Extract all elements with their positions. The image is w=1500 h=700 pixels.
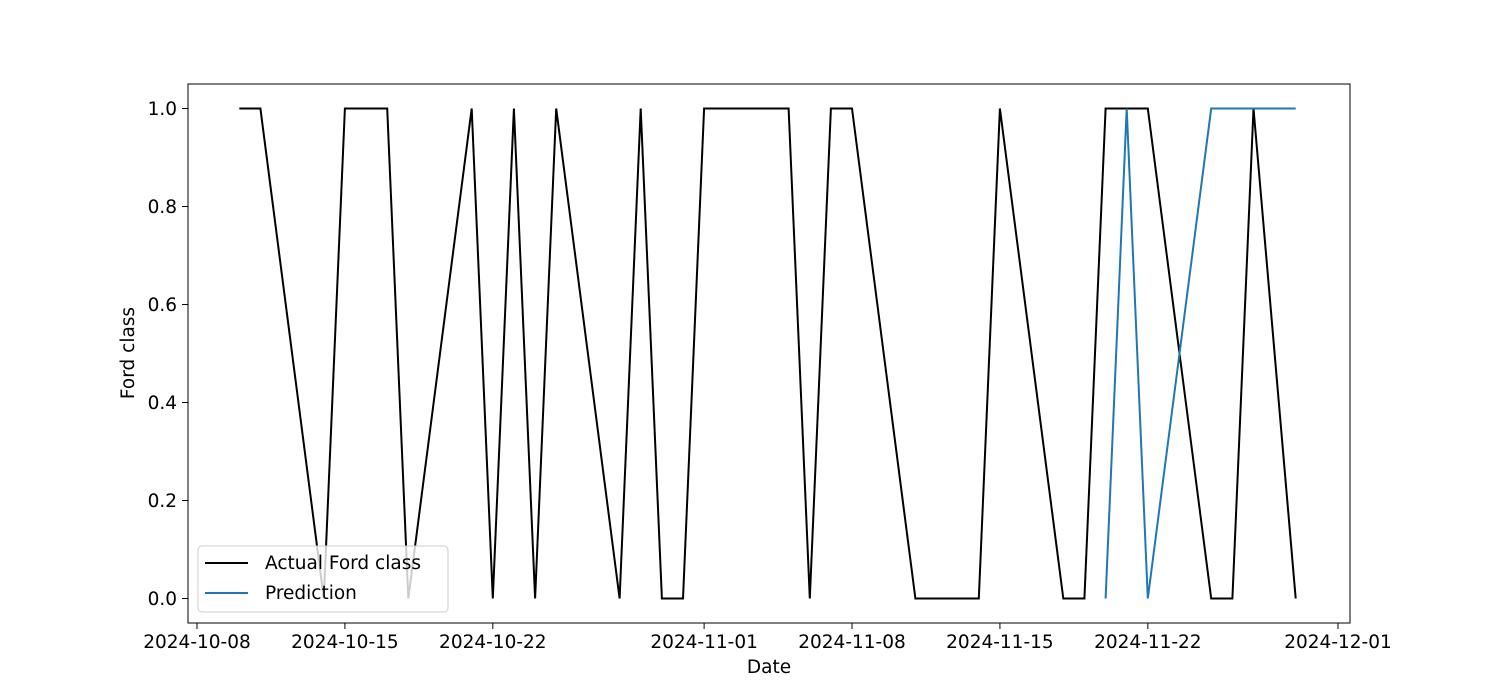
x-tick-label: 2024-11-15	[946, 632, 1054, 653]
y-tick-label: 0.8	[148, 197, 177, 218]
x-axis-label: Date	[747, 657, 791, 678]
legend-box	[197, 545, 449, 613]
x-tick-label: 2024-11-01	[650, 632, 758, 653]
legend: Actual Ford class Prediction	[197, 545, 449, 613]
x-tick-label: 2024-11-22	[1094, 632, 1202, 653]
x-axis: 2024-10-08 2024-10-15 2024-10-22 2024-11-01…	[143, 623, 1392, 653]
legend-label-actual: Actual Ford class	[265, 553, 421, 574]
axes-frame	[187, 83, 1351, 624]
x-tick-label: 2024-10-08	[143, 632, 251, 653]
y-tick-label: 1.0	[148, 99, 177, 120]
x-tick-label: 2024-10-22	[439, 632, 547, 653]
x-tick-label: 2024-11-08	[798, 632, 906, 653]
y-tick-label: 0.6	[148, 295, 177, 316]
legend-label-prediction: Prediction	[265, 583, 357, 604]
plot-area	[239, 107, 1297, 600]
y-tick-label: 0.0	[148, 589, 177, 610]
x-tick-label: 2024-10-15	[291, 632, 399, 653]
y-axis: 0.0 0.2 0.4 0.6 0.8 1.0	[148, 99, 188, 610]
series-line-actual	[239, 107, 1297, 600]
x-tick-label: 2024-12-01	[1284, 632, 1392, 653]
y-axis-label: Ford class	[118, 307, 139, 399]
y-tick-label: 0.2	[148, 491, 177, 512]
series-line-prediction	[1104, 107, 1296, 599]
y-tick-label: 0.4	[148, 393, 177, 414]
